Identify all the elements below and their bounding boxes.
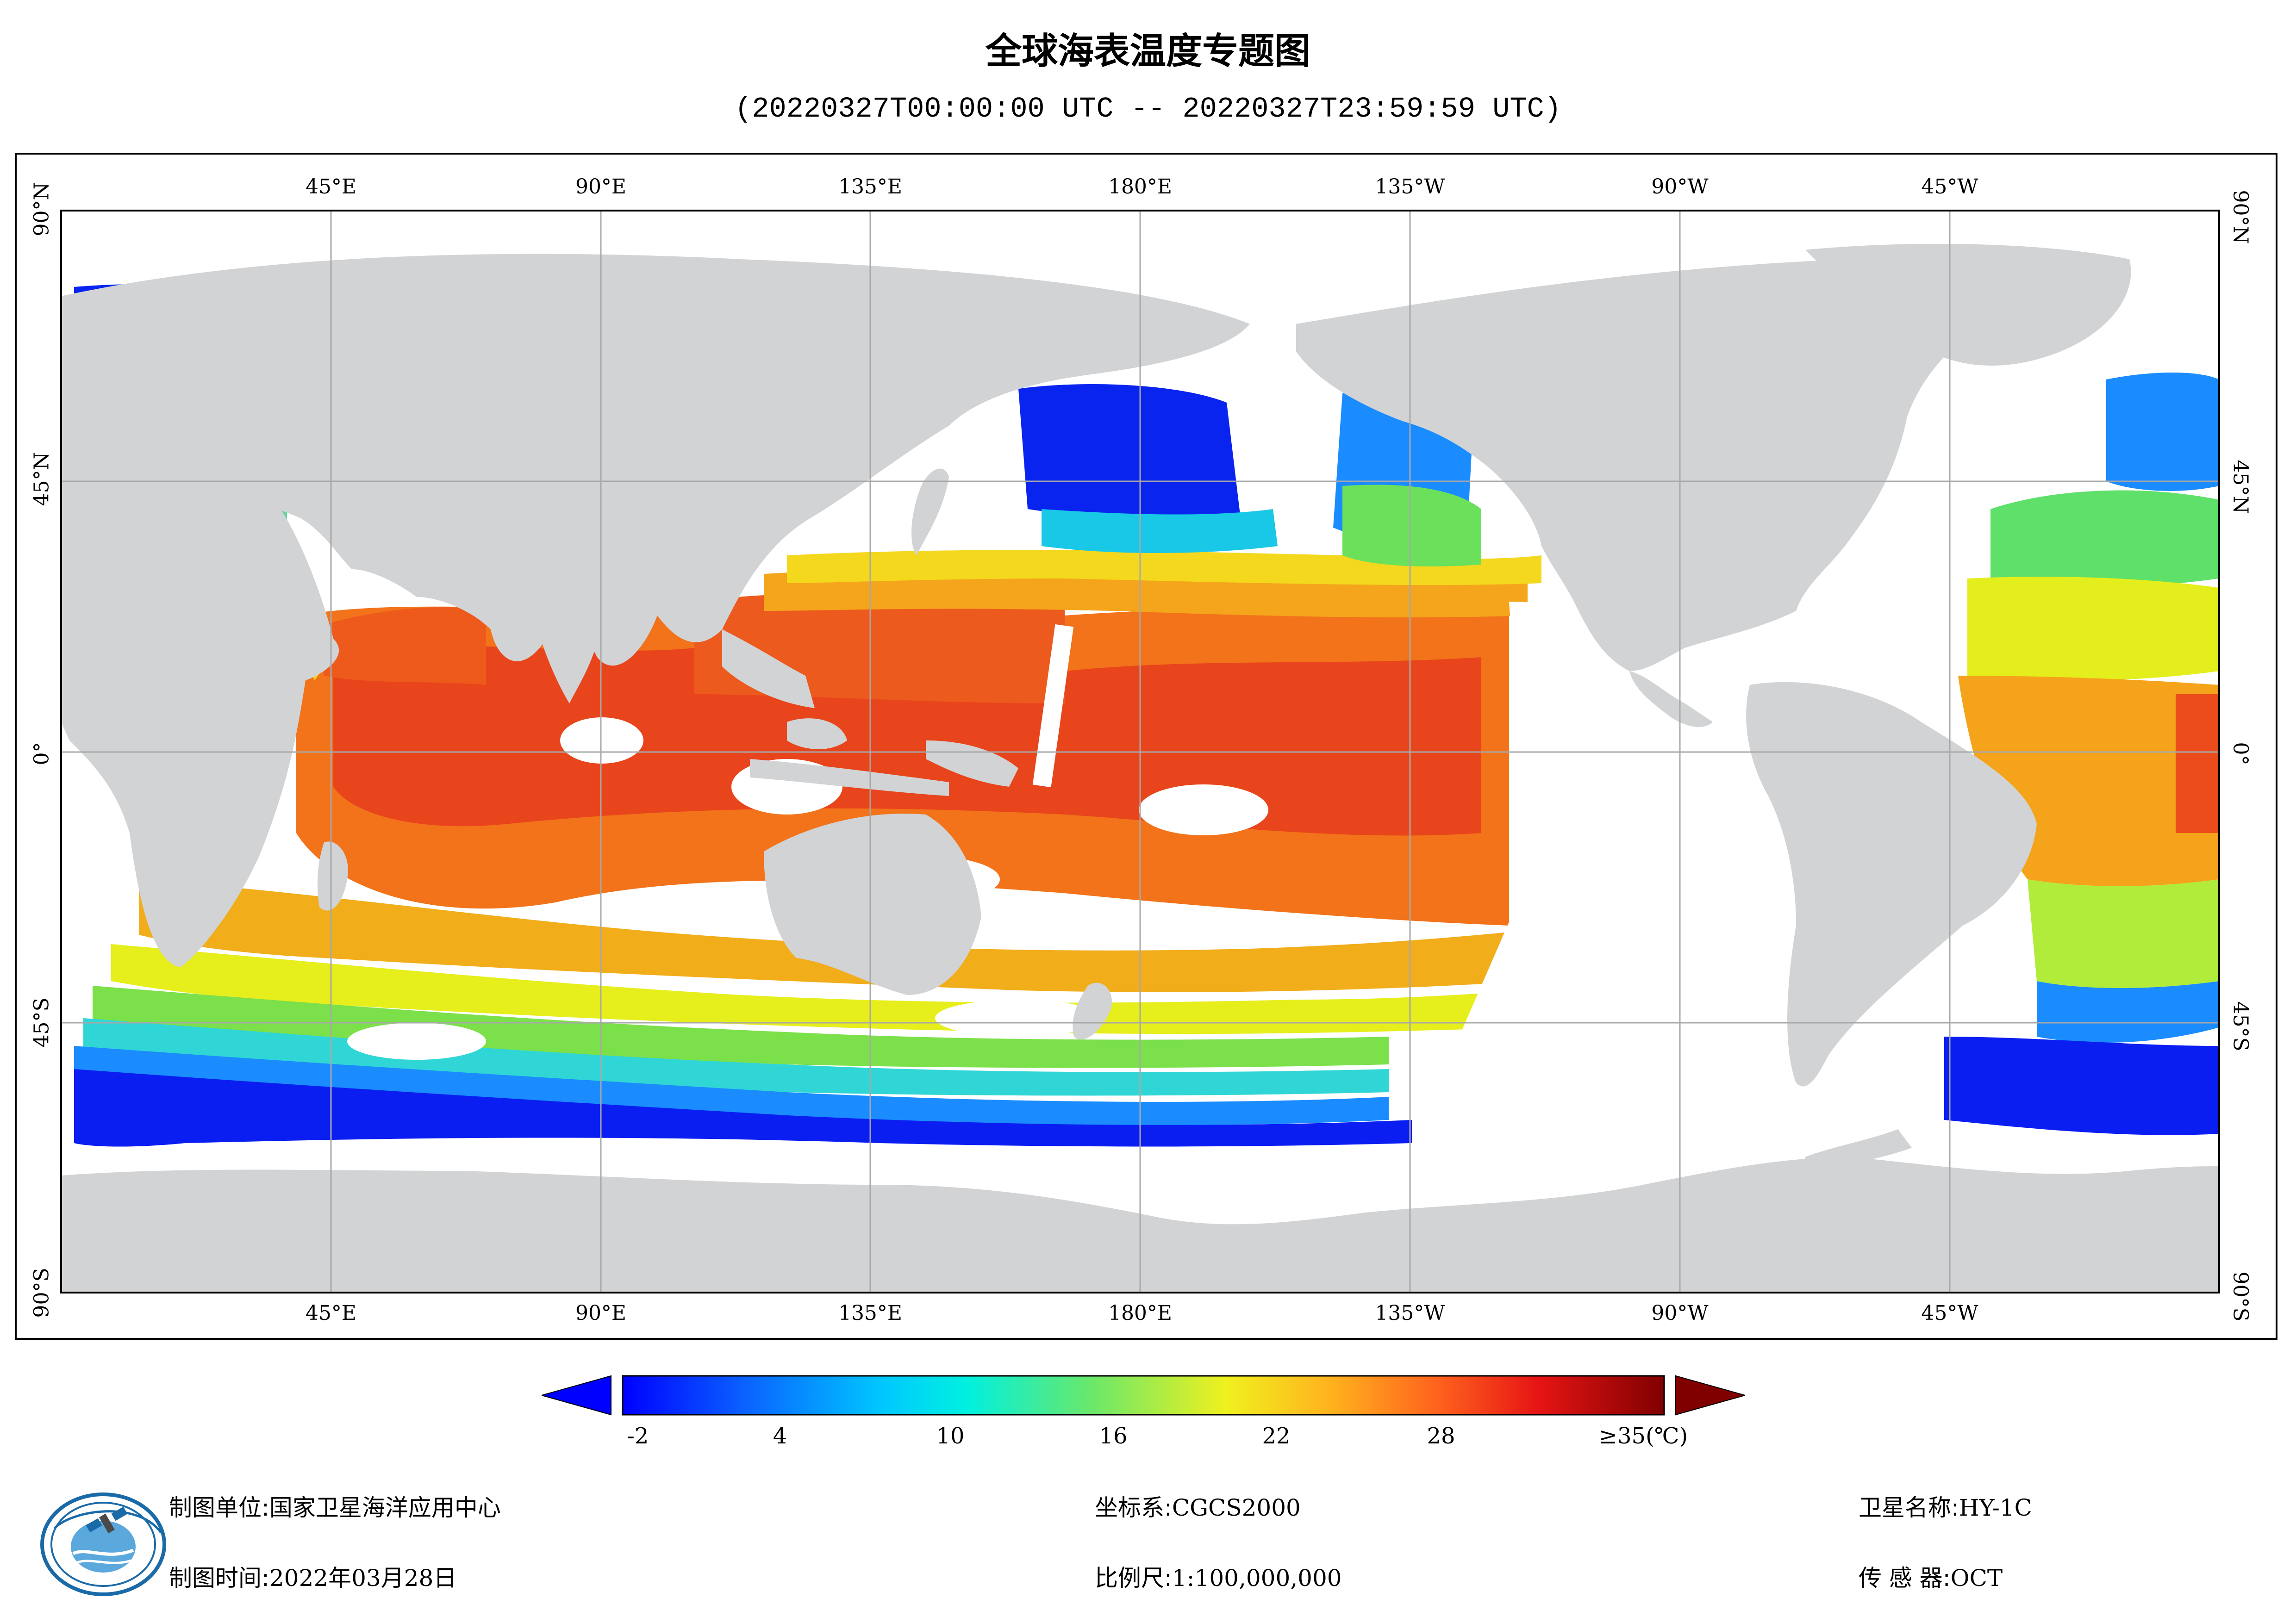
colorbar-label: 10 (936, 1423, 965, 1449)
footer-scale-label: 比例尺: (1095, 1565, 1172, 1592)
footer-time: 制图时间:2022年03月28日 (169, 1560, 456, 1593)
lat-tick-right: 45°S (2228, 1001, 2252, 1051)
lat-tick-left: 90°S (30, 1268, 54, 1318)
lon-tick-top: 90°W (1651, 175, 1709, 199)
lon-tick-bottom: 180°E (1108, 1301, 1173, 1325)
lon-tick-bottom: 45°W (1921, 1301, 1978, 1325)
lat-tick-right: 45°N (2228, 460, 2252, 514)
lon-tick-top: 90°E (575, 175, 627, 199)
footer-unit-label: 制图单位: (169, 1494, 269, 1521)
lat-tick-left: 45°S (30, 997, 54, 1048)
footer-scale: 比例尺:1:100,000,000 (1095, 1560, 1342, 1593)
lon-tick-bottom: 90°E (575, 1301, 627, 1325)
lon-tick-top: 135°E (838, 175, 903, 199)
nsoas-satellite-logo-icon (40, 1492, 166, 1596)
lon-tick-bottom: 90°W (1651, 1301, 1709, 1325)
footer-crs-label: 坐标系: (1095, 1494, 1172, 1521)
lon-tick-bottom: 45°E (305, 1301, 357, 1325)
map-border (60, 210, 2220, 1293)
footer-unit: 制图单位:国家卫星海洋应用中心 (169, 1489, 501, 1523)
colorbar-label: 22 (1262, 1423, 1291, 1449)
colorbar-label: 4 (773, 1423, 787, 1449)
time-range: (20220327T00:00:00 UTC -- 20220327T23:59… (735, 93, 1561, 125)
lat-tick-right: 0° (2228, 742, 2252, 765)
map-frame (15, 153, 2277, 1340)
lat-tick-left: 0° (30, 742, 54, 765)
graticule (61, 211, 2219, 1293)
lat-tick-left: 90°N (30, 182, 54, 236)
footer-satellite: 卫星名称:HY-1C (1859, 1489, 2032, 1523)
footer-sensor: 传 感 器:OCT (1859, 1560, 2003, 1593)
footer-satellite-value: HY-1C (1959, 1494, 2032, 1521)
lon-tick-top: 180°E (1108, 175, 1173, 199)
footer-time-label: 制图时间: (169, 1565, 269, 1592)
colorbar-min-arrow (542, 1375, 611, 1416)
lon-tick-bottom: 135°W (1375, 1301, 1445, 1325)
footer-satellite-label: 卫星名称: (1859, 1494, 1959, 1521)
footer-unit-value: 国家卫星海洋应用中心 (269, 1494, 501, 1521)
lon-tick-top: 135°W (1375, 175, 1445, 199)
colorbar-label: ≥35(℃) (1598, 1423, 1688, 1449)
lon-tick-bottom: 135°E (838, 1301, 903, 1325)
colorbar-label: 28 (1427, 1423, 1455, 1449)
footer-crs: 坐标系:CGCS2000 (1095, 1489, 1301, 1523)
colorbar-max-arrow (1675, 1375, 1745, 1416)
colorbar-label: -2 (627, 1423, 649, 1449)
footer-scale-value: 1:100,000,000 (1172, 1565, 1342, 1592)
lon-tick-top: 45°W (1921, 175, 1978, 199)
footer-sensor-value: OCT (1950, 1565, 2003, 1592)
lat-tick-right: 90°N (2228, 190, 2252, 244)
footer-crs-value: CGCS2000 (1172, 1494, 1301, 1521)
colorbar-label: 16 (1099, 1423, 1128, 1449)
colorbar-gradient (622, 1375, 1665, 1416)
map-title: 全球海表温度专题图 (985, 31, 1310, 72)
sst-colorbar (542, 1375, 1745, 1416)
sst-field-layer (61, 284, 2219, 1147)
lat-tick-left: 45°N (30, 452, 54, 506)
footer-time-value: 2022年03月28日 (269, 1565, 457, 1592)
lon-tick-top: 45°E (305, 175, 357, 199)
lat-tick-right: 90°S (2228, 1271, 2252, 1322)
footer-sensor-label: 传 感 器: (1859, 1565, 1951, 1592)
